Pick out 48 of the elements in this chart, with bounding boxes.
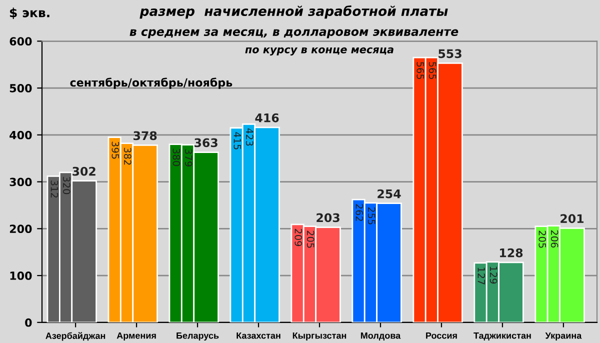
annotation: сентябрь/октябрь/ноябрь bbox=[70, 78, 232, 89]
data-label: 320 bbox=[62, 176, 70, 194]
data-label: 382 bbox=[124, 148, 132, 165]
data-label: 302 bbox=[72, 166, 96, 176]
data-label: 378 bbox=[134, 131, 157, 140]
data-label: 127 bbox=[478, 268, 486, 284]
data-label: 416 bbox=[255, 113, 279, 122]
annotation: по курсу в конце месяца bbox=[245, 47, 394, 56]
y-tick-label: 0 bbox=[25, 318, 32, 327]
y-tick-label: 300 bbox=[10, 178, 32, 186]
data-label: 262 bbox=[356, 204, 364, 221]
data-label: 423 bbox=[246, 128, 254, 146]
x-tick-label: Таджикистан bbox=[474, 332, 531, 340]
data-label: 565 bbox=[428, 62, 436, 80]
data-label: 395 bbox=[112, 142, 120, 159]
data-label: 129 bbox=[490, 266, 498, 284]
y-tick-label: 200 bbox=[10, 224, 32, 234]
data-label: 254 bbox=[378, 189, 401, 198]
data-label: 203 bbox=[316, 213, 340, 222]
data-label: 206 bbox=[550, 230, 558, 248]
x-tick-label: Армения bbox=[116, 332, 156, 341]
y-tick-label: 600 bbox=[10, 37, 32, 46]
x-tick-label: Беларусь bbox=[176, 332, 219, 341]
data-label: 553 bbox=[438, 49, 462, 58]
data-label: 205 bbox=[306, 230, 314, 248]
x-tick-label: Россия bbox=[426, 332, 457, 339]
x-tick-label: Украина bbox=[545, 332, 582, 341]
data-label: 209 bbox=[294, 228, 302, 246]
x-tick-label: Кыргызстан bbox=[292, 332, 346, 341]
y-tick-label: 400 bbox=[10, 130, 32, 140]
data-label: 255 bbox=[368, 207, 376, 224]
x-tick-label: Молдова bbox=[360, 332, 401, 340]
chart-subtitle: в среднем за месяц, в долларовом эквиваленте bbox=[130, 29, 458, 38]
data-label: 380 bbox=[172, 148, 180, 166]
y-tick-label: 100 bbox=[10, 272, 32, 280]
y-axis-title: $ экв. bbox=[10, 8, 50, 20]
data-label: 415 bbox=[234, 132, 241, 150]
data-label: 201 bbox=[560, 214, 584, 224]
data-label: 128 bbox=[500, 248, 523, 258]
data-label: 565 bbox=[416, 62, 424, 80]
data-label: 379 bbox=[184, 149, 192, 166]
chart-title: размер начисленной заработной платы bbox=[140, 5, 448, 19]
data-label: 363 bbox=[194, 138, 218, 148]
x-tick-label: Азербайджан bbox=[46, 332, 106, 341]
data-label: 312 bbox=[50, 180, 58, 198]
data-label: 205 bbox=[538, 230, 546, 248]
y-tick-label: 500 bbox=[10, 84, 32, 92]
x-tick-label: Казахстан bbox=[236, 332, 280, 339]
